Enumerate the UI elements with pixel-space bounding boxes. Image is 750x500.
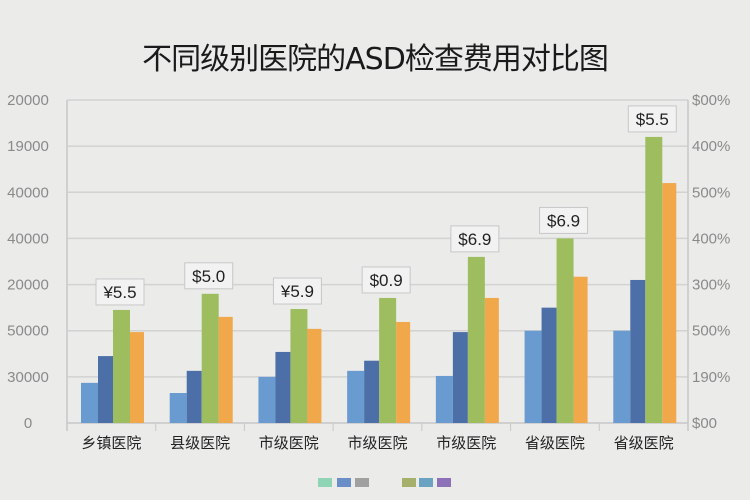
bar-series1 xyxy=(435,375,453,423)
bar-series1 xyxy=(613,330,631,423)
data-label: $5.5 xyxy=(636,110,669,129)
data-label-box xyxy=(184,262,234,290)
x-category-label: 乡镇医院 xyxy=(81,434,141,452)
bar-series1 xyxy=(169,393,187,423)
bar-series4 xyxy=(218,316,233,423)
x-category-label: 市级医院 xyxy=(259,434,319,452)
y-tick-right: $00 xyxy=(692,415,717,432)
bar-series2 xyxy=(186,370,202,423)
y-tick-left: 0 xyxy=(24,415,32,432)
bar-series1 xyxy=(347,370,365,423)
legend-swatch xyxy=(402,478,416,487)
legend-swatch xyxy=(337,478,351,487)
bar-series4 xyxy=(307,328,322,423)
bar-series4 xyxy=(130,332,144,423)
bar-series3 xyxy=(645,136,663,423)
y-tick-left: 20000 xyxy=(7,277,49,294)
bar-series3 xyxy=(556,238,574,423)
bar-series2 xyxy=(452,332,468,423)
y-tick-left: 50000 xyxy=(7,323,49,340)
data-label-box xyxy=(450,225,500,253)
data-label: $6.9 xyxy=(547,211,580,230)
legend-swatch xyxy=(318,478,332,487)
bar-series1 xyxy=(258,376,276,423)
bar-series1 xyxy=(524,330,542,423)
y-tick-right: 190% xyxy=(692,369,730,386)
y-tick-right: 400% xyxy=(692,230,730,247)
chart-title: 不同级别医院的ASD检查费用对比图 xyxy=(142,42,609,77)
y-tick-right: 500% xyxy=(692,184,730,201)
bar-series2 xyxy=(275,351,291,423)
bar-series1 xyxy=(81,382,98,423)
y-tick-left: 30000 xyxy=(7,369,49,386)
y-tick-right: 300% xyxy=(692,277,730,294)
y-tick-left: 19000 xyxy=(7,138,49,155)
data-label: $5.0 xyxy=(192,267,225,286)
x-category-label: 省级医院 xyxy=(525,434,585,452)
bar-series4 xyxy=(573,276,588,423)
bar-series2 xyxy=(98,356,113,423)
bar-series4 xyxy=(484,297,499,423)
bar-series3 xyxy=(467,256,485,423)
bar-series2 xyxy=(541,307,557,423)
legend-swatch xyxy=(355,478,369,487)
x-category-label: 市级医院 xyxy=(436,434,496,452)
y-tick-left: 40000 xyxy=(7,230,49,247)
data-label-box xyxy=(95,278,145,306)
bar-series3 xyxy=(201,293,219,423)
data-label: $0.9 xyxy=(370,271,403,290)
data-label-box xyxy=(361,266,411,294)
y-tick-right: 500% xyxy=(692,323,730,340)
y-tick-left: 20000 xyxy=(7,92,49,109)
data-label: $6.9 xyxy=(458,230,491,249)
bar-series3 xyxy=(290,309,308,423)
bar-series2 xyxy=(364,360,380,423)
bar-series3 xyxy=(379,297,397,423)
bar-series4 xyxy=(662,183,677,423)
data-label: ¥5.5 xyxy=(102,283,136,302)
y-tick-right: $00% xyxy=(692,92,730,109)
x-category-label: 县级医院 xyxy=(170,434,230,452)
y-tick-right: 400% xyxy=(692,138,730,155)
bar-series4 xyxy=(396,321,411,423)
legend-swatch xyxy=(437,478,451,487)
data-label-box xyxy=(539,206,589,234)
data-label: ¥5.9 xyxy=(280,282,314,301)
x-category-label: 省级医院 xyxy=(614,434,674,452)
data-label-box xyxy=(272,277,322,305)
legend-swatch xyxy=(419,478,433,487)
y-tick-left: 40000 xyxy=(7,184,49,201)
bar-series2 xyxy=(630,279,646,423)
x-category-label: 市级医院 xyxy=(347,434,407,452)
data-label-box xyxy=(627,105,677,133)
bar-series3 xyxy=(113,309,130,423)
